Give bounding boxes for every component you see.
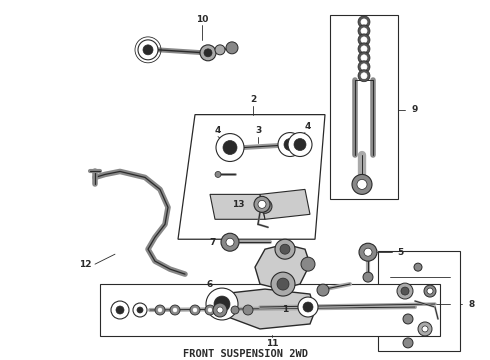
Circle shape <box>193 308 197 312</box>
Polygon shape <box>255 244 310 289</box>
Polygon shape <box>220 289 315 329</box>
Circle shape <box>190 305 200 315</box>
Circle shape <box>215 171 221 177</box>
Text: 8: 8 <box>469 300 475 309</box>
Circle shape <box>361 73 367 79</box>
Circle shape <box>359 243 377 261</box>
Text: 3: 3 <box>255 126 261 135</box>
Circle shape <box>271 272 295 296</box>
Circle shape <box>214 296 230 312</box>
Circle shape <box>158 308 162 312</box>
Text: 7: 7 <box>210 238 216 247</box>
Circle shape <box>226 42 238 54</box>
Polygon shape <box>260 189 310 219</box>
Circle shape <box>424 285 436 297</box>
Circle shape <box>231 306 239 314</box>
Circle shape <box>133 303 147 317</box>
Circle shape <box>401 287 409 295</box>
Circle shape <box>262 203 268 209</box>
Circle shape <box>357 179 367 189</box>
Circle shape <box>215 45 225 55</box>
Bar <box>330 15 398 199</box>
Circle shape <box>258 201 266 208</box>
Circle shape <box>414 263 422 271</box>
Circle shape <box>352 175 372 194</box>
Bar <box>378 251 460 351</box>
Text: 10: 10 <box>196 15 208 24</box>
Text: 11: 11 <box>266 339 278 348</box>
Circle shape <box>397 283 413 299</box>
Circle shape <box>363 272 373 282</box>
Circle shape <box>361 19 367 25</box>
Circle shape <box>358 16 370 28</box>
Circle shape <box>143 45 153 55</box>
Circle shape <box>243 305 253 315</box>
Bar <box>100 284 440 336</box>
Circle shape <box>361 46 367 52</box>
Text: 4: 4 <box>305 122 311 131</box>
Circle shape <box>361 28 367 34</box>
Circle shape <box>205 305 215 315</box>
Circle shape <box>226 238 234 246</box>
Polygon shape <box>178 114 325 239</box>
Circle shape <box>298 297 318 317</box>
Circle shape <box>364 248 372 256</box>
Circle shape <box>358 52 370 64</box>
Text: 2: 2 <box>250 95 256 104</box>
Circle shape <box>278 132 302 157</box>
Circle shape <box>422 326 428 332</box>
Circle shape <box>116 306 124 314</box>
Circle shape <box>358 25 370 37</box>
Circle shape <box>258 199 272 213</box>
Circle shape <box>403 338 413 348</box>
Circle shape <box>277 278 289 290</box>
Circle shape <box>361 55 367 61</box>
Text: 4: 4 <box>215 126 221 135</box>
Circle shape <box>204 49 212 57</box>
Text: 9: 9 <box>412 105 418 114</box>
Circle shape <box>301 257 315 271</box>
Text: 12: 12 <box>79 260 91 269</box>
Circle shape <box>361 37 367 43</box>
Circle shape <box>254 196 270 212</box>
Circle shape <box>170 305 180 315</box>
Circle shape <box>217 307 223 313</box>
Text: 6: 6 <box>207 280 213 289</box>
Circle shape <box>427 288 433 294</box>
Circle shape <box>361 64 367 70</box>
Text: 1: 1 <box>282 305 288 314</box>
Circle shape <box>137 307 143 313</box>
Text: FRONT SUSPENSION 2WD: FRONT SUSPENSION 2WD <box>182 349 308 359</box>
Circle shape <box>418 322 432 336</box>
Circle shape <box>111 301 129 319</box>
Polygon shape <box>210 194 265 219</box>
Circle shape <box>358 61 370 73</box>
Circle shape <box>294 139 306 150</box>
Circle shape <box>223 140 237 154</box>
Circle shape <box>280 244 290 254</box>
Circle shape <box>403 314 413 324</box>
Circle shape <box>288 132 312 157</box>
Circle shape <box>155 305 165 315</box>
Circle shape <box>208 308 212 312</box>
Circle shape <box>284 139 296 150</box>
Circle shape <box>303 302 313 312</box>
Circle shape <box>221 233 239 251</box>
Circle shape <box>358 34 370 46</box>
Circle shape <box>358 43 370 55</box>
Circle shape <box>317 284 329 296</box>
Circle shape <box>358 70 370 82</box>
Circle shape <box>206 288 238 320</box>
Circle shape <box>200 45 216 61</box>
Text: 13: 13 <box>232 200 244 209</box>
Circle shape <box>213 303 227 317</box>
Circle shape <box>275 239 295 259</box>
Circle shape <box>173 308 177 312</box>
Text: 5: 5 <box>397 248 403 257</box>
Circle shape <box>138 40 158 60</box>
Circle shape <box>216 134 244 162</box>
